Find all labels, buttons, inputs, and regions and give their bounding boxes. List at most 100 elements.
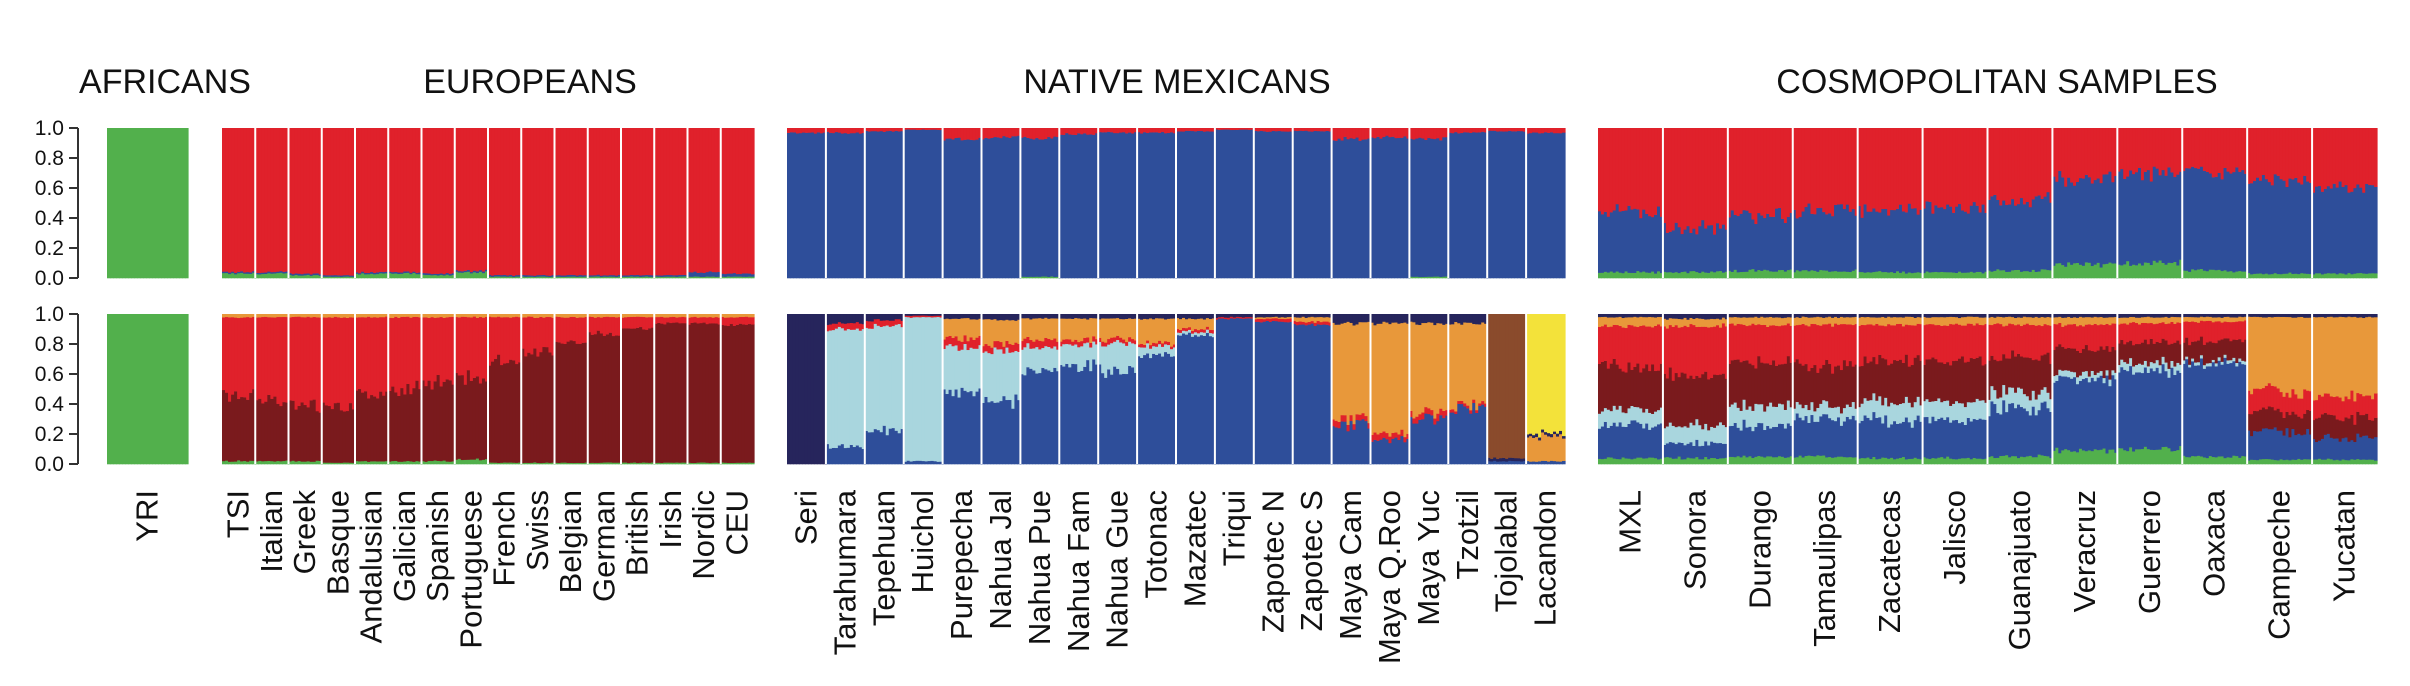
admixture-segment: [1119, 128, 1123, 133]
admixture-segment: [2232, 171, 2236, 273]
admixture-segment: [1556, 128, 1560, 134]
admixture-segment: [309, 314, 314, 318]
admixture-segment: [494, 128, 498, 276]
admixture-segment: [303, 317, 308, 406]
admixture-segment: [1559, 430, 1563, 435]
admixture-segment: [1361, 128, 1366, 140]
admixture-segment: [1050, 348, 1054, 373]
admixture-segment: [1975, 419, 1980, 459]
admixture-segment: [1825, 414, 1829, 458]
admixture-segment: [927, 315, 932, 318]
admixture-segment: [918, 128, 923, 130]
admixture-segment: [942, 128, 947, 141]
admixture-segment: [996, 137, 1001, 279]
admixture-segment: [1609, 410, 1614, 426]
admixture-segment: [2022, 128, 2027, 205]
admixture-segment: [1146, 318, 1150, 341]
admixture-segment: [327, 314, 332, 318]
admixture-segment: [924, 315, 929, 318]
admixture-segment: [945, 345, 950, 395]
admixture-segment: [1893, 316, 1897, 326]
admixture-segment: [336, 314, 341, 318]
admixture-segment: [481, 314, 486, 318]
admixture-segment: [1164, 351, 1168, 465]
admixture-segment: [324, 462, 329, 465]
admixture-segment: [1775, 128, 1779, 209]
admixture-segment: [1683, 271, 1688, 279]
admixture-segment: [1769, 216, 1773, 272]
admixture-segment: [2117, 264, 2121, 279]
admixture-segment: [1972, 316, 1977, 326]
admixture-segment: [1718, 422, 1723, 444]
admixture-segment: [457, 317, 462, 376]
admixture-segment: [1463, 403, 1467, 407]
admixture-segment: [1190, 130, 1195, 279]
admixture-segment: [1373, 137, 1378, 279]
admixture-segment: [1110, 318, 1114, 338]
admixture-segment: [1804, 455, 1809, 465]
admixture-segment: [351, 317, 356, 410]
admixture-segment: [581, 276, 586, 279]
admixture-segment: [1775, 314, 1779, 318]
admixture-segment: [1701, 318, 1705, 327]
admixture-segment: [1134, 340, 1138, 345]
admixture-segment: [481, 128, 486, 272]
admixture-segment: [2105, 263, 2110, 279]
admixture-segment: [978, 318, 983, 336]
admixture-segment: [1760, 128, 1764, 216]
admixture-segment: [258, 398, 262, 461]
admixture-segment: [927, 460, 932, 465]
admixture-segment: [1556, 132, 1560, 279]
admixture-segment: [963, 335, 968, 345]
admixture-segment: [1854, 457, 1859, 465]
admixture-segment: [1196, 329, 1201, 334]
admixture-segment: [608, 276, 613, 279]
admixture-segment: [1451, 314, 1455, 325]
admixture-segment: [627, 314, 631, 318]
admixture-segment: [714, 128, 719, 273]
admixture-segment: [1845, 324, 1850, 367]
admixture-segment: [1089, 347, 1093, 372]
admixture-segment: [391, 314, 395, 319]
admixture-segment: [1164, 341, 1168, 345]
admixture-segment: [1881, 325, 1885, 359]
admixture-segment: [1205, 314, 1210, 319]
admixture-segment: [747, 276, 752, 279]
admixture-segment: [2093, 128, 2098, 181]
admixture-segment: [1751, 430, 1755, 459]
admixture-segment: [1966, 272, 1971, 279]
admixture-segment: [563, 343, 568, 463]
admixture-segment: [963, 314, 968, 319]
admixture-segment: [705, 317, 710, 325]
admixture-segment: [1834, 407, 1838, 422]
admixture-segment: [1044, 128, 1048, 139]
admixture-segment: [1996, 457, 2000, 465]
admixture-segment: [660, 276, 664, 279]
admixture-segment: [1946, 361, 1950, 401]
admixture-segment: [1893, 209, 1897, 274]
admixture-segment: [678, 274, 683, 277]
admixture-segment: [1137, 318, 1141, 345]
admixture-segment: [584, 342, 589, 463]
admixture-segment: [460, 271, 465, 273]
admixture-segment: [972, 128, 977, 141]
admixture-segment: [2199, 268, 2204, 279]
admixture-segment: [1343, 128, 1348, 137]
admixture-segment: [1478, 403, 1482, 406]
admixture-segment: [1875, 400, 1879, 418]
admixture-segment: [587, 316, 592, 333]
admixture-segment: [1232, 318, 1237, 465]
admixture-segment: [300, 461, 305, 465]
admixture-segment: [249, 392, 253, 461]
admixture-segment: [891, 427, 896, 465]
admixture-segment: [999, 349, 1004, 402]
admixture-segment: [1754, 368, 1758, 404]
admixture-segment: [978, 128, 983, 138]
admixture-segment: [1751, 268, 1755, 279]
admixture-segment: [1969, 205, 1974, 272]
admixture-segment: [2043, 269, 2048, 279]
admixture-segment: [2300, 128, 2304, 185]
admixture-segment: [1600, 361, 1605, 412]
admixture-segment: [1065, 318, 1069, 340]
admixture-segment: [611, 128, 616, 276]
